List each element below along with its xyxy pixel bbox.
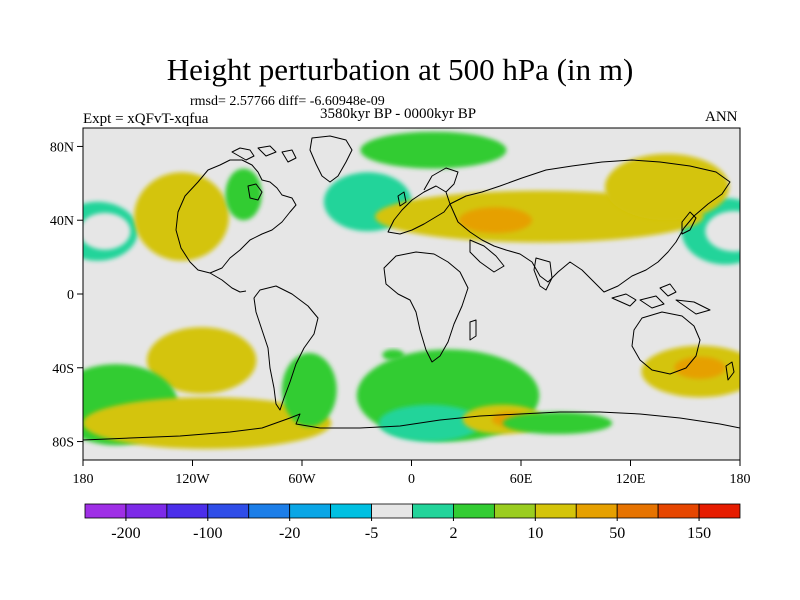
coastline-south-america [253,285,319,411]
anomaly-region [281,353,337,427]
anomaly-region [225,168,262,221]
lon-tick-label: 120W [175,472,210,487]
anomaly-region [360,131,507,169]
coastline-hudson-bay [247,183,263,201]
colorbar-label: 2 [449,525,457,542]
colorbar-swatch [248,503,291,519]
coastline-antarctica [83,411,740,441]
coastline-central-america [209,272,247,293]
lat-tick-label: 80N [50,140,74,155]
coastline-arabia [469,239,505,273]
lat-tick-label: 40S [52,362,74,377]
lon-tick-label: 120E [616,472,646,487]
coastline-europe [387,185,451,235]
coastline-greenland [309,135,353,183]
colorbar-swatch [453,503,495,519]
lat-tick-label: 0 [67,288,74,303]
anomaly-region [378,404,481,442]
coastline-africa [383,251,469,363]
coastline-new-zealand [725,361,735,381]
colorbar-swatch [207,503,250,519]
period-label: 3580kyr BP - 0000kyr BP [320,106,477,122]
colorbar-swatch [616,503,659,519]
lon-tick-label: 180 [73,472,94,487]
colorbar-swatch [166,503,209,519]
lat-tick-label: 80S [52,436,74,451]
lat-tick-label: 40N [50,214,74,229]
coastline-japan [681,211,697,235]
anomaly-region [705,211,740,252]
lon-tick-label: 60E [510,472,533,487]
anomaly-region [83,212,131,250]
coastline-arctic-islands [231,145,297,163]
colorbar-swatch [575,503,618,519]
coastline-asia [449,159,731,293]
coastline-madagascar [469,319,477,341]
colorbar-swatch [412,503,454,519]
coastline-british-isles [397,191,407,207]
lon-tick-label: 60W [288,472,316,487]
anomaly-region [458,207,532,234]
colorbar-swatch [698,503,741,519]
colorbar-swatch [330,503,372,519]
lon-tick-label: 180 [730,472,751,487]
latitude-axis: 80N 40N 0 40S 80S [50,140,83,451]
colorbar-label: 50 [609,525,625,542]
colorbar-swatch [657,503,700,519]
anomaly-region [604,153,730,221]
season-label: ANN [705,109,738,125]
rmsd-diff-stats: rmsd= 2.57766 diff= -6.60948e-09 [190,94,385,109]
colorbar-label: -200 [111,525,140,542]
coastline-scandinavia [423,167,459,193]
experiment-label: Expt = xQFvT-xqfua [83,111,209,127]
colorbar-swatch [84,503,127,519]
colorbar-label: 10 [527,525,543,542]
anomaly-region [146,327,257,394]
coastline-maritime-asia [611,283,711,315]
colorbar: -200 -100 -20 -5 2 10 50 150 [84,503,741,542]
coastline-north-america [175,159,297,274]
colorbar-swatch [289,503,332,519]
colorbar-swatch [125,503,168,519]
coastlines [83,135,740,441]
anomaly-region [674,356,726,379]
coastline-india [533,257,553,291]
colorbar-label: -100 [193,525,222,542]
coastline-australia [631,311,701,375]
anomaly-region [83,397,332,449]
anomaly-region [134,172,229,261]
colorbar-swatch [493,503,536,519]
longitude-axis: 180 120W 60W 0 60E 120E 180 [73,460,751,487]
colorbar-label: 150 [687,525,711,542]
colorbar-label: -5 [365,525,378,542]
colorbar-swatch [534,503,577,519]
map-title: Height perturbation at 500 hPa (in m) [166,52,634,87]
anomaly-region [502,412,613,435]
colorbar-swatch [371,503,413,519]
colorbar-label: -20 [279,525,300,542]
height-anomaly-fields [83,131,740,449]
lon-tick-label: 0 [408,472,415,487]
